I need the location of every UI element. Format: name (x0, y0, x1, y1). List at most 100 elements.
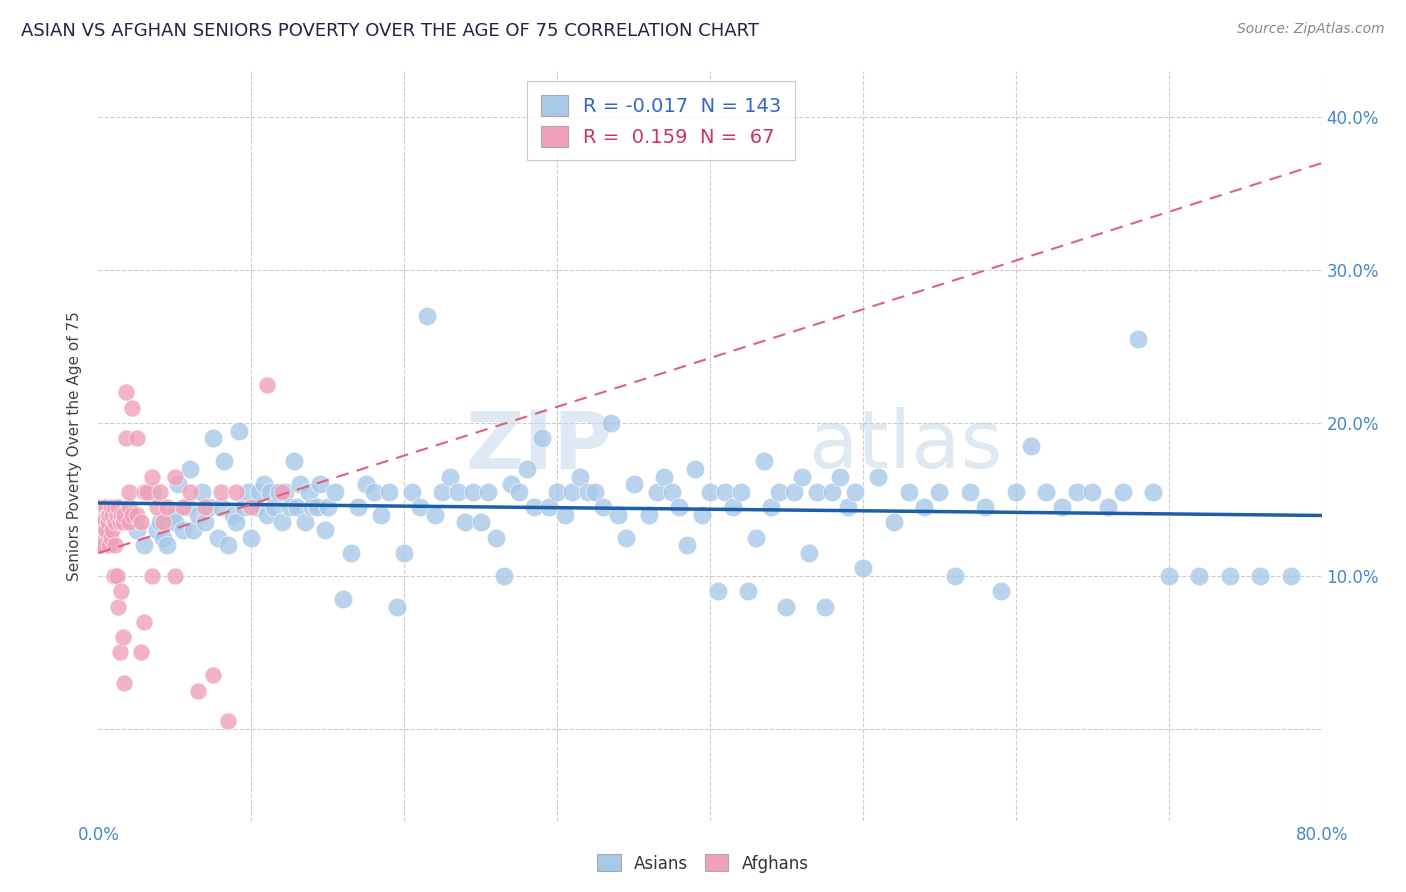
Point (179, 462, 201, 476)
Point (637, 508, 661, 522)
Point (259, 484, 281, 499)
Point (172, 500, 194, 515)
Point (897, 484, 920, 499)
Point (129, 516, 152, 530)
Point (278, 500, 301, 515)
Point (821, 484, 844, 499)
Point (607, 508, 630, 522)
Point (107, 599, 129, 614)
Point (523, 500, 546, 515)
Point (141, 469, 163, 483)
Point (100, 531, 122, 545)
Point (125, 523, 148, 537)
Point (990, 584, 1012, 599)
Point (645, 484, 668, 499)
Point (108, 516, 131, 530)
Text: Source: ZipAtlas.com: Source: ZipAtlas.com (1237, 22, 1385, 37)
Point (745, 531, 768, 545)
Point (217, 538, 239, 552)
Point (307, 500, 329, 515)
Point (883, 516, 905, 530)
Point (160, 508, 183, 522)
Point (141, 484, 163, 499)
Point (94, 500, 117, 515)
Point (118, 500, 141, 515)
Point (152, 516, 174, 530)
Point (699, 484, 721, 499)
Point (103, 500, 125, 515)
Point (172, 523, 194, 537)
Point (238, 484, 260, 499)
Point (267, 484, 290, 499)
Point (783, 484, 806, 499)
Point (209, 484, 232, 499)
Point (768, 484, 790, 499)
Point (1279, 569, 1302, 583)
Point (1128, 332, 1150, 346)
Point (492, 569, 515, 583)
Point (194, 500, 217, 515)
Point (202, 668, 225, 682)
Point (561, 484, 583, 499)
Point (385, 599, 408, 614)
Point (91, 538, 114, 552)
Point (141, 569, 163, 583)
Point (134, 484, 156, 499)
Point (152, 531, 174, 545)
Point (1066, 484, 1088, 499)
Point (676, 538, 699, 552)
Point (912, 500, 935, 515)
Point (339, 546, 361, 560)
Point (721, 500, 744, 515)
Point (799, 546, 821, 560)
Point (1097, 500, 1119, 515)
Point (222, 508, 245, 522)
Point (167, 477, 190, 491)
Point (1219, 569, 1241, 583)
Point (943, 569, 966, 583)
Point (105, 508, 128, 522)
Point (256, 508, 278, 522)
Text: atlas: atlas (808, 407, 1002, 485)
Point (274, 484, 297, 499)
Point (101, 508, 124, 522)
Point (115, 385, 138, 400)
Point (163, 569, 186, 583)
Point (314, 523, 336, 537)
Point (212, 454, 235, 468)
Point (156, 538, 179, 552)
Point (270, 484, 292, 499)
Point (868, 469, 890, 483)
Point (209, 500, 232, 515)
Legend: Asians, Afghans: Asians, Afghans (591, 847, 815, 880)
Point (240, 531, 263, 545)
Text: ASIAN VS AFGHAN SENIORS POVERTY OVER THE AGE OF 75 CORRELATION CHART: ASIAN VS AFGHAN SENIORS POVERTY OVER THE… (21, 22, 759, 40)
Point (103, 569, 125, 583)
Point (1019, 439, 1042, 453)
Point (163, 469, 186, 483)
Point (1035, 484, 1057, 499)
Point (232, 500, 254, 515)
Point (614, 531, 637, 545)
Point (301, 500, 323, 515)
Point (814, 599, 837, 614)
Point (245, 500, 267, 515)
Point (461, 484, 484, 499)
Point (105, 569, 128, 583)
Point (112, 508, 135, 522)
Point (118, 500, 141, 515)
Point (217, 714, 239, 729)
Point (530, 431, 553, 445)
Point (283, 454, 305, 468)
Point (423, 508, 446, 522)
Point (1081, 484, 1104, 499)
Point (309, 477, 332, 491)
Point (145, 523, 167, 537)
Point (569, 469, 592, 483)
Point (683, 462, 706, 476)
Point (256, 377, 278, 392)
Point (652, 469, 675, 483)
Point (332, 591, 354, 606)
Point (100, 500, 122, 515)
Point (1157, 569, 1180, 583)
